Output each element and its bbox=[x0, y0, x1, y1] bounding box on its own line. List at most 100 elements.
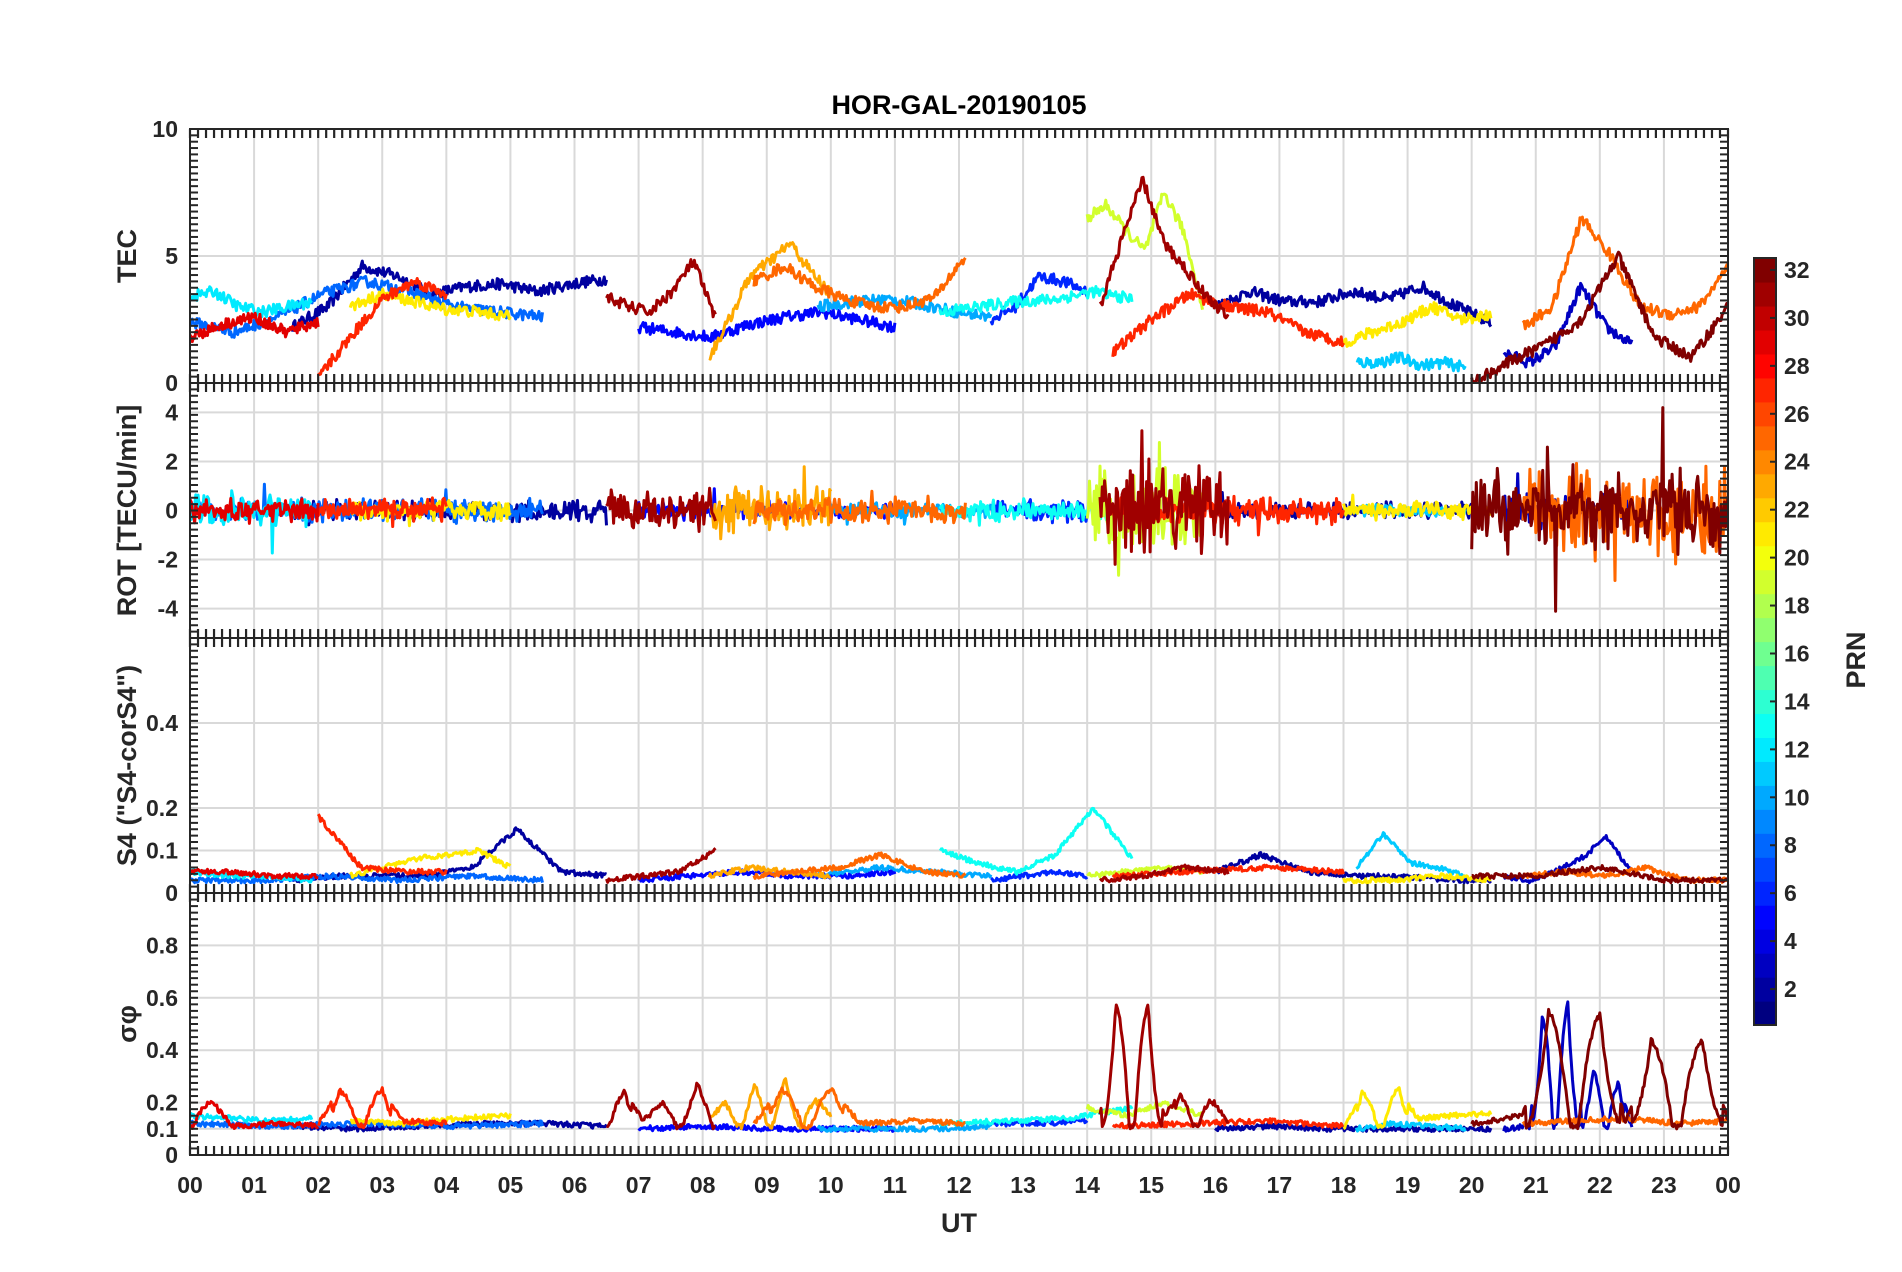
colorbar-tick-label: 24 bbox=[1784, 449, 1810, 475]
series-line-prn-11 bbox=[1355, 351, 1467, 373]
series-line-prn-29 bbox=[190, 867, 319, 880]
x-tick-label: 01 bbox=[241, 1172, 267, 1198]
series-line-prn-31 bbox=[605, 1081, 717, 1131]
panel-sigma: 00.10.2 0.4 0.6 0.8 σφ bbox=[112, 892, 1730, 1168]
series-line-prn-25 bbox=[752, 489, 967, 527]
series-line-prn-23 bbox=[707, 864, 832, 880]
x-tick-label: 09 bbox=[754, 1172, 780, 1198]
series-line-prn-12 bbox=[190, 1112, 314, 1124]
colorbar-segment bbox=[1754, 785, 1776, 810]
colorbar-segment bbox=[1754, 929, 1776, 954]
panel-rot: -4 -2 0 2 4 ROT [TECU/min] bbox=[112, 382, 1730, 639]
x-tick-label: 05 bbox=[498, 1172, 524, 1198]
colorbar-segment bbox=[1754, 569, 1776, 595]
series-line-prn-31 bbox=[605, 847, 717, 884]
series-s4 bbox=[190, 806, 1728, 885]
series-line-prn-32 bbox=[1471, 864, 1728, 885]
x-tick-label: 00 bbox=[1715, 1172, 1741, 1198]
colorbar-segment bbox=[1754, 809, 1776, 834]
series-line-prn-27 bbox=[316, 1086, 448, 1130]
series-line-prn-32 bbox=[1470, 406, 1728, 613]
series-line-prn-25 bbox=[1521, 215, 1728, 331]
series-line-prn-12 bbox=[190, 285, 313, 319]
colorbar-segment bbox=[1754, 665, 1776, 691]
series-line-prn-27 bbox=[317, 277, 448, 376]
y-tick-label: 0 bbox=[165, 370, 178, 396]
x-tick-label: 13 bbox=[1010, 1172, 1036, 1198]
y-tick-label: -2 bbox=[158, 547, 178, 573]
series-line-prn-27 bbox=[316, 813, 448, 876]
y-tick-label: 0.6 bbox=[146, 985, 178, 1011]
series-line-prn-6 bbox=[990, 869, 1089, 883]
series-line-prn-31 bbox=[605, 486, 717, 533]
colorbar-tick-label: 2 bbox=[1784, 976, 1797, 1002]
y-tick-label: 10 bbox=[152, 116, 178, 142]
y-tick-label: 0.1 bbox=[146, 1116, 178, 1142]
series-line-prn-21 bbox=[348, 287, 512, 322]
colorbar-segment bbox=[1754, 305, 1776, 331]
colorbar-segment bbox=[1754, 833, 1776, 858]
series-line-prn-21 bbox=[1342, 1086, 1493, 1130]
series-line-prn-13 bbox=[938, 285, 1134, 317]
colorbar-segment bbox=[1754, 953, 1776, 978]
colorbar-tick-label: 10 bbox=[1784, 784, 1810, 810]
colorbar-segment bbox=[1754, 593, 1776, 619]
colorbar-tick-label: 8 bbox=[1784, 832, 1797, 858]
colorbar-segment bbox=[1754, 737, 1776, 762]
minor-ticks bbox=[188, 637, 1730, 894]
colorbar-segment bbox=[1754, 473, 1776, 499]
series-line-prn-8 bbox=[190, 872, 544, 885]
panel-s4: 0 0.1 0.2 0.4S4 ("S4-corS4") bbox=[112, 637, 1730, 906]
x-axis-label: UT bbox=[941, 1208, 977, 1238]
series-line-prn-3 bbox=[1502, 834, 1633, 885]
series-line-prn-25 bbox=[752, 257, 967, 314]
colorbar-segment bbox=[1754, 377, 1776, 403]
y-tick-label: 0 bbox=[165, 1142, 178, 1168]
series-line-prn-3 bbox=[1502, 281, 1634, 369]
series-line-prn-6 bbox=[989, 271, 1089, 326]
chart-title: HOR-GAL-20190105 bbox=[831, 90, 1086, 120]
x-tick-label: 03 bbox=[369, 1172, 395, 1198]
y-tick-label: 0 bbox=[165, 880, 178, 906]
colorbar-tick-label: 6 bbox=[1784, 880, 1797, 906]
colorbar-tick-label: 26 bbox=[1784, 401, 1810, 427]
y-axis-label-sigma: σφ bbox=[112, 1005, 142, 1043]
colorbar-segment bbox=[1754, 977, 1776, 1002]
series-line-prn-32 bbox=[1470, 1007, 1728, 1131]
y-axis-label-s4: S4 ("S4-corS4") bbox=[112, 665, 142, 866]
x-tick-label: 23 bbox=[1651, 1172, 1677, 1198]
colorbar-segment bbox=[1754, 521, 1776, 547]
colorbar-tick-label: 12 bbox=[1784, 736, 1810, 762]
series-line-prn-11 bbox=[1355, 831, 1467, 879]
colorbar-tick-label: 14 bbox=[1784, 688, 1810, 714]
y-tick-label: 2 bbox=[165, 448, 178, 474]
series-line-prn-31 bbox=[605, 258, 717, 319]
series-line-prn-31 bbox=[1098, 429, 1230, 566]
x-tick-label: 15 bbox=[1138, 1172, 1164, 1198]
colorbar-tick-label: 4 bbox=[1784, 928, 1797, 954]
x-tick-label: 16 bbox=[1203, 1172, 1229, 1198]
x-tick-label: 21 bbox=[1523, 1172, 1549, 1198]
colorbar-segment bbox=[1754, 761, 1776, 786]
minor-ticks bbox=[188, 382, 1730, 639]
series-line-prn-25 bbox=[752, 1086, 966, 1131]
minor-ticks bbox=[188, 892, 1730, 1156]
y-tick-label: 4 bbox=[165, 399, 178, 425]
series-line-prn-2 bbox=[1213, 280, 1493, 328]
panel-tec: 0 5 10 TEC bbox=[112, 116, 1730, 396]
colorbar-segment bbox=[1754, 329, 1776, 355]
series-line-prn-31 bbox=[1098, 1003, 1230, 1131]
x-tick-label: 12 bbox=[946, 1172, 972, 1198]
y-tick-label: 0.2 bbox=[146, 795, 178, 821]
y-tick-label: 0.8 bbox=[146, 932, 178, 958]
series-line-prn-27 bbox=[1111, 1117, 1345, 1130]
colorbar-segment bbox=[1754, 545, 1776, 571]
series-rot bbox=[190, 406, 1728, 613]
series-line-prn-32 bbox=[1470, 250, 1728, 383]
colorbar-segment bbox=[1754, 281, 1776, 307]
series-line-prn-29 bbox=[190, 496, 320, 525]
series-tec bbox=[190, 175, 1728, 383]
colorbar-segment bbox=[1754, 641, 1776, 667]
x-tick-label: 11 bbox=[883, 1172, 908, 1198]
colorbar-tick-label: 28 bbox=[1784, 353, 1810, 379]
